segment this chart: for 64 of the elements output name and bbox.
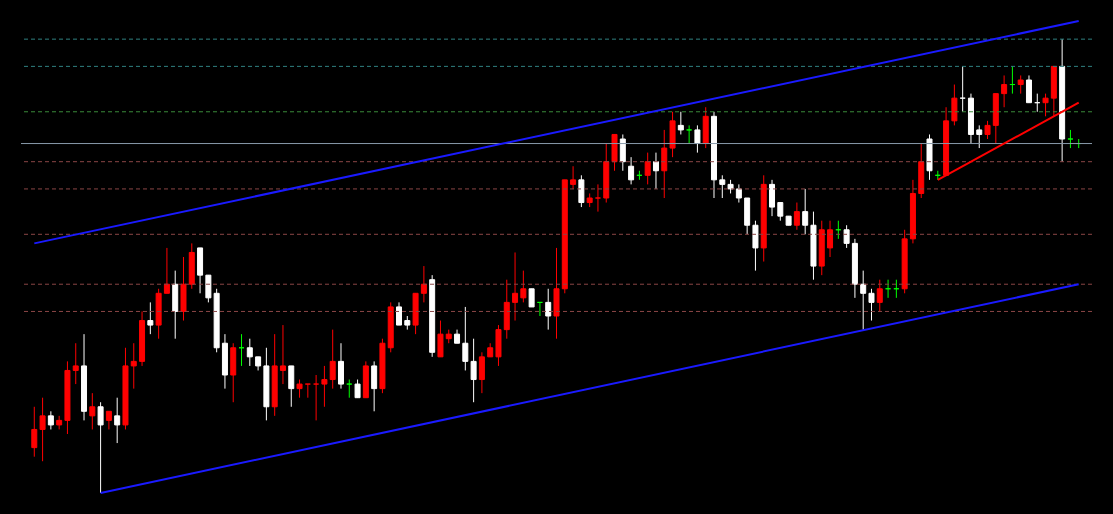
candlestick bbox=[39, 397, 46, 462]
candlestick bbox=[47, 410, 54, 430]
candlestick bbox=[346, 379, 353, 399]
candlestick bbox=[793, 202, 800, 231]
candlestick bbox=[288, 365, 295, 408]
candlestick bbox=[570, 165, 577, 190]
candlestick bbox=[89, 392, 96, 430]
candlestick bbox=[279, 324, 286, 385]
candlestick bbox=[976, 124, 983, 149]
candlestick bbox=[752, 220, 759, 272]
candlestick bbox=[313, 374, 320, 421]
candlestick bbox=[31, 406, 38, 458]
candlestick bbox=[843, 224, 850, 249]
candlestick bbox=[371, 360, 378, 412]
candlestick bbox=[652, 152, 659, 190]
candlestick bbox=[594, 183, 601, 213]
candlestick bbox=[462, 306, 469, 371]
candlestick bbox=[661, 129, 668, 199]
candlestick bbox=[876, 279, 883, 312]
candlestick bbox=[520, 270, 527, 303]
candlestick bbox=[528, 288, 535, 308]
candlestick bbox=[163, 247, 170, 294]
candlestick bbox=[97, 401, 104, 494]
candlestick bbox=[105, 410, 112, 430]
candlestick bbox=[984, 120, 991, 140]
candlestick bbox=[147, 301, 154, 335]
candlestick bbox=[694, 124, 701, 154]
candlestick bbox=[578, 174, 585, 208]
candlestick bbox=[1067, 129, 1074, 149]
candlestick bbox=[644, 152, 651, 185]
candlestick bbox=[478, 351, 485, 394]
candlestick bbox=[1042, 93, 1049, 117]
candlestick bbox=[304, 383, 311, 399]
candlestick bbox=[329, 329, 336, 390]
candlestick bbox=[1025, 74, 1032, 104]
candlestick bbox=[1001, 74, 1008, 108]
candlestick bbox=[860, 270, 867, 331]
candlestick bbox=[72, 342, 79, 385]
candlestick bbox=[337, 342, 344, 390]
candlestick bbox=[677, 111, 684, 135]
candlestick bbox=[628, 156, 635, 185]
candlestick bbox=[512, 251, 519, 322]
candlestick bbox=[777, 202, 784, 222]
candlestick bbox=[396, 301, 403, 326]
candlestick bbox=[686, 124, 693, 145]
candlestick bbox=[951, 84, 958, 126]
candlestick bbox=[868, 288, 875, 322]
candlestick bbox=[802, 188, 809, 235]
candlestick bbox=[321, 365, 328, 408]
candlestick bbox=[354, 379, 361, 399]
candlestick bbox=[827, 220, 834, 258]
candlestick bbox=[545, 288, 552, 331]
candlestick bbox=[719, 174, 726, 199]
candlestick bbox=[437, 320, 444, 358]
candlestick bbox=[114, 397, 121, 444]
candlestick bbox=[1017, 74, 1024, 95]
candlestick bbox=[246, 338, 253, 367]
candlestick bbox=[420, 265, 427, 303]
candlestick bbox=[769, 179, 776, 217]
candlestick bbox=[735, 183, 742, 204]
candlestick bbox=[470, 338, 477, 403]
candlestick bbox=[296, 379, 303, 399]
candlestick bbox=[619, 133, 626, 172]
candlestick bbox=[130, 342, 137, 390]
